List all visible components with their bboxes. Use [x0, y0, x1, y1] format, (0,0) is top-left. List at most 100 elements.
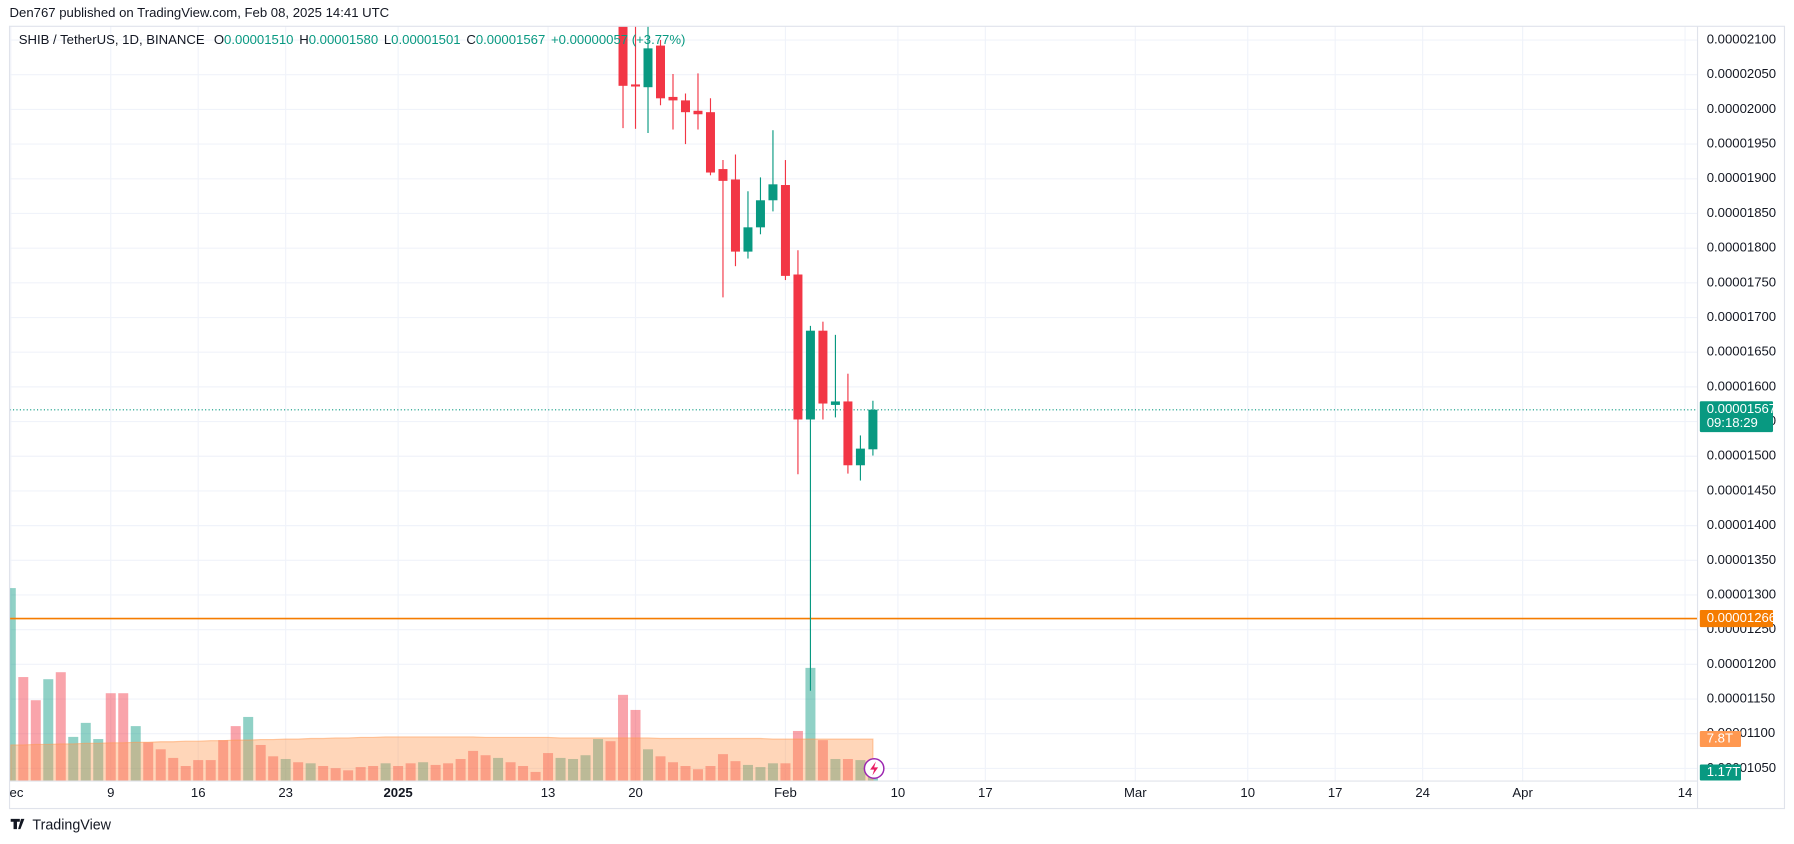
volume-bar — [93, 739, 104, 782]
volume-bar — [805, 667, 816, 782]
volume-last-label: 1.17T — [1707, 764, 1741, 779]
publisher-note: Den767 published on TradingView.com, Feb… — [10, 5, 390, 20]
candle-body — [656, 45, 666, 99]
volume-bar — [293, 762, 304, 782]
volume-bar — [105, 693, 116, 782]
last-price-label-bg — [1699, 401, 1774, 433]
y-tick-label: 0.00001300 — [1707, 586, 1776, 601]
volume-bar — [243, 716, 254, 782]
volume-bar — [255, 744, 266, 782]
y-tick-label: 0.00001200 — [1707, 656, 1776, 671]
volume-bar — [9, 588, 16, 782]
volume-bar — [830, 758, 841, 782]
volume-bar — [468, 750, 479, 782]
volume-bar — [430, 764, 441, 782]
brand: TradingView — [32, 817, 111, 833]
candle-body — [680, 100, 690, 113]
volume-bar — [118, 693, 129, 782]
horizontal-line-label-bg — [1699, 609, 1774, 628]
x-tick-label: Mar — [1124, 785, 1147, 800]
volume-bar — [368, 766, 379, 782]
x-tick-label: 16 — [191, 785, 206, 800]
volume-bar — [68, 736, 79, 782]
candle-body — [705, 112, 715, 173]
legend-text: SHIB / TetherUS, 1D, BINANCE O0.00001510 H… — [19, 33, 686, 48]
volume-pane — [9, 588, 878, 782]
last-price-label: 0.00001567 — [1707, 401, 1776, 416]
quote-value: 0.00001510 — [224, 33, 293, 48]
x-tick-label: 23 — [278, 785, 293, 800]
volume-last-label-bg — [1699, 764, 1741, 781]
volume-bar — [505, 762, 516, 782]
volume-bar — [742, 764, 753, 782]
volume-bar — [842, 758, 853, 782]
quote-change: +0.00000057 (+3.77%) — [551, 33, 685, 48]
volume-bar — [143, 742, 154, 782]
y-tick-label: 0.00001350 — [1707, 552, 1776, 567]
legend: SHIB / TetherUS, 1D, BINANCE O0.00001510 H… — [19, 33, 686, 48]
volume-bar — [218, 740, 229, 782]
volume-bar — [318, 766, 329, 782]
volume-bar — [455, 758, 466, 782]
symbol-title: SHIB / TetherUS, 1D, BINANCE — [19, 33, 205, 48]
quote-value: 0.00001580 — [309, 33, 378, 48]
volume-bar — [655, 756, 666, 782]
volume-bar — [717, 754, 728, 782]
replay-icon[interactable] — [863, 758, 885, 779]
volume-bar — [792, 730, 803, 782]
candle-body — [718, 169, 728, 181]
volume-bar — [405, 763, 416, 782]
candle-body — [618, 26, 628, 86]
x-tick-label: 24 — [1415, 785, 1430, 800]
x-tick-label: 17 — [978, 785, 993, 800]
quote-key: H — [299, 33, 309, 48]
y-tick-label: 0.00001600 — [1707, 378, 1776, 393]
volume-bar — [755, 767, 766, 782]
volume-bar — [168, 757, 179, 782]
volume-bar — [205, 760, 216, 782]
volume-bar — [730, 761, 741, 782]
y-tick-label: 0.00001800 — [1707, 240, 1776, 255]
candle-body — [743, 227, 753, 252]
y-tick-label: 0.00002050 — [1707, 66, 1776, 81]
volume-bar — [667, 762, 678, 782]
volume-bar — [193, 760, 204, 782]
y-tick-label: 0.00002100 — [1707, 32, 1776, 47]
quote-key: C — [466, 33, 476, 48]
quote-value: 0.00001501 — [391, 33, 460, 48]
volume-bar — [330, 768, 341, 782]
candle-body — [730, 179, 740, 252]
volume-bar — [630, 709, 641, 782]
x-tick-label: 10 — [891, 785, 906, 800]
volume-bar — [643, 749, 654, 782]
volume-bar — [855, 760, 866, 782]
volume-bar — [767, 763, 778, 782]
y-tick-label: 0.00001400 — [1707, 517, 1776, 532]
candle-body — [631, 84, 641, 87]
volume-bar — [130, 726, 141, 782]
y-tick-label: 0.00001700 — [1707, 309, 1776, 324]
volume-bar — [343, 770, 354, 782]
x-tick-label: 10 — [1240, 785, 1255, 800]
grid — [9, 26, 1698, 782]
volume-bar — [43, 679, 54, 782]
candle-body — [805, 330, 815, 420]
y-tick-label: 0.00001150 — [1707, 691, 1775, 706]
volume-bar — [817, 740, 828, 782]
tradingview-logo: TradingView — [10, 817, 112, 833]
x-tick-label: Feb — [774, 785, 797, 800]
y-tick-label: 0.00002000 — [1707, 101, 1776, 116]
volume-bar — [530, 771, 541, 782]
volume-bar — [443, 763, 454, 782]
volume-bar — [230, 726, 241, 782]
candle-body — [693, 110, 703, 115]
volume-bar — [268, 756, 279, 782]
y-tick-label: 0.00001950 — [1707, 136, 1776, 151]
quote-key: L — [384, 33, 391, 48]
volume-bar — [493, 757, 504, 782]
volume-bar — [680, 766, 691, 782]
axes: ec 9 16 23 2025 13 20 Feb 10 17 Mar 10 17 24 Apr 14 0.00… — [10, 32, 1777, 801]
candle-body — [830, 401, 840, 405]
x-tick-label: 14 — [1678, 785, 1693, 800]
